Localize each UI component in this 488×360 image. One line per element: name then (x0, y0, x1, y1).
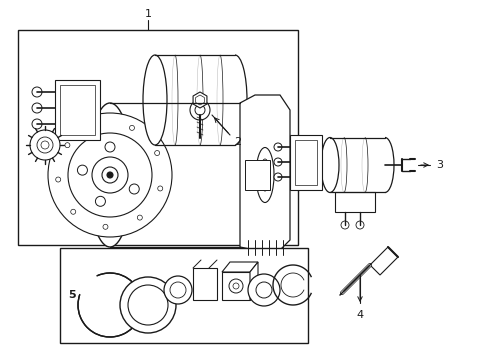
Circle shape (256, 282, 271, 298)
Circle shape (137, 215, 142, 220)
Bar (60, 248, 307, 343)
Circle shape (129, 125, 134, 130)
Text: 2: 2 (234, 137, 241, 147)
Circle shape (41, 141, 49, 149)
Circle shape (195, 105, 204, 115)
Circle shape (92, 157, 128, 193)
Circle shape (107, 172, 113, 178)
Polygon shape (249, 262, 258, 300)
Circle shape (37, 137, 53, 153)
Polygon shape (222, 262, 258, 272)
Circle shape (190, 100, 209, 120)
Polygon shape (193, 92, 206, 108)
Bar (244, 160, 269, 190)
Circle shape (129, 184, 139, 194)
Circle shape (30, 130, 60, 160)
Circle shape (170, 282, 185, 298)
Bar (294, 140, 316, 185)
Circle shape (105, 142, 115, 152)
Polygon shape (369, 247, 397, 275)
Circle shape (154, 150, 159, 156)
Bar (55, 80, 100, 140)
Text: 1: 1 (144, 9, 151, 19)
Ellipse shape (260, 159, 269, 191)
Polygon shape (240, 95, 289, 250)
Circle shape (78, 273, 142, 337)
Ellipse shape (320, 138, 338, 193)
Text: 5: 5 (68, 290, 76, 300)
Circle shape (71, 209, 76, 214)
Circle shape (56, 177, 61, 182)
Text: 3: 3 (436, 160, 443, 170)
Bar (60, 85, 95, 135)
Circle shape (103, 224, 108, 229)
Circle shape (32, 103, 42, 113)
Circle shape (77, 165, 87, 175)
Circle shape (32, 119, 42, 129)
Circle shape (247, 274, 280, 306)
Circle shape (95, 196, 105, 206)
Circle shape (158, 186, 163, 191)
Circle shape (228, 279, 243, 293)
Circle shape (32, 87, 42, 97)
Circle shape (102, 167, 118, 183)
Bar (289, 135, 321, 190)
Wedge shape (77, 273, 99, 296)
Circle shape (232, 283, 239, 289)
Ellipse shape (256, 148, 273, 202)
Circle shape (68, 133, 152, 217)
Circle shape (120, 277, 176, 333)
Circle shape (273, 158, 282, 166)
Bar (18, 30, 297, 245)
Circle shape (340, 221, 348, 229)
Circle shape (128, 285, 168, 325)
Bar (334, 192, 374, 212)
Circle shape (273, 173, 282, 181)
Bar (193, 268, 217, 300)
Circle shape (355, 221, 363, 229)
Ellipse shape (88, 103, 132, 247)
Bar (222, 272, 249, 300)
Ellipse shape (142, 55, 167, 145)
Circle shape (48, 113, 172, 237)
Circle shape (94, 122, 99, 127)
Circle shape (163, 276, 192, 304)
Polygon shape (195, 95, 204, 105)
Text: 4: 4 (356, 310, 363, 320)
Circle shape (65, 143, 70, 148)
Circle shape (273, 143, 282, 151)
